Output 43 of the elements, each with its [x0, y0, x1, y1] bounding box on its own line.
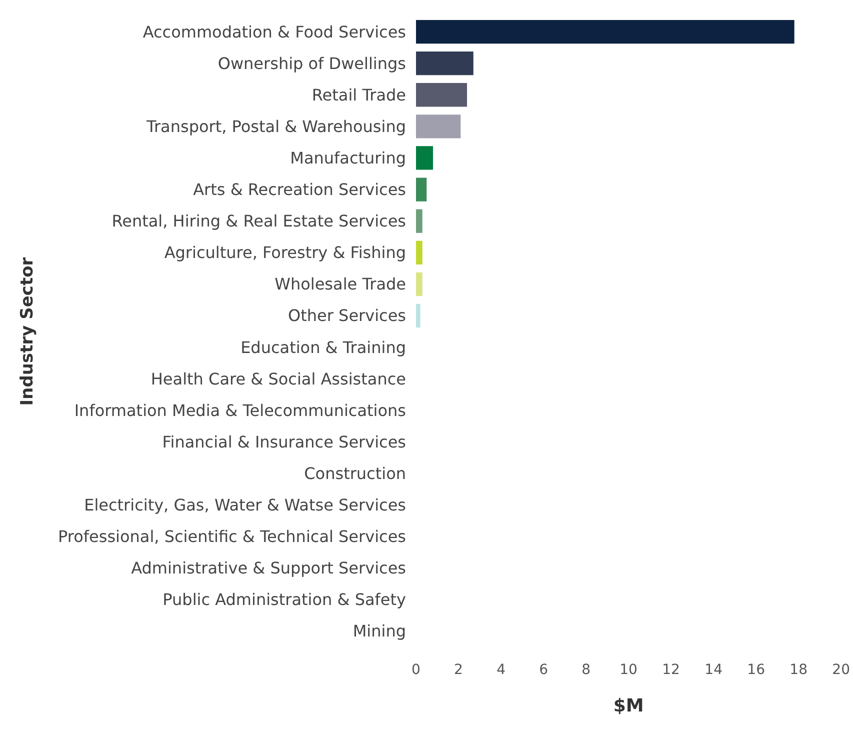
y-tick-label: Arts & Recreation Services — [193, 180, 406, 200]
x-tick-label: 18 — [790, 662, 808, 678]
y-tick-label: Accommodation & Food Services — [142, 22, 406, 42]
y-tick-label: Transport, Postal & Warehousing — [146, 116, 406, 136]
bar — [416, 240, 422, 264]
bar — [416, 178, 427, 202]
x-tick-label: 0 — [412, 662, 420, 678]
x-tick-label: 10 — [620, 662, 638, 678]
bar — [416, 272, 422, 296]
y-tick-label: Professional, Scientific & Technical Services — [58, 527, 406, 546]
bar — [416, 114, 461, 138]
y-tick-label: Electricity, Gas, Water & Watse Services — [84, 496, 406, 515]
x-tick-label: 2 — [454, 662, 463, 678]
bar — [416, 209, 422, 233]
y-axis-title: Industry Sector — [18, 256, 38, 406]
x-axis-title: $M — [613, 696, 644, 716]
x-tick-label: 14 — [704, 662, 723, 678]
y-tick-label: Retail Trade — [312, 85, 406, 104]
x-tick-label: 6 — [539, 662, 548, 678]
bar — [416, 20, 794, 44]
x-tick-label: 8 — [582, 662, 590, 678]
y-tick-label: Administrative & Support Services — [131, 558, 406, 578]
bar — [416, 304, 420, 328]
x-tick-label: 4 — [496, 662, 506, 678]
y-tick-label: Other Services — [288, 306, 406, 326]
bar — [416, 83, 468, 107]
x-tick-label: 12 — [662, 662, 680, 678]
y-tick-label: Manufacturing — [290, 148, 406, 168]
y-tick-label: Health Care & Social Assistance — [150, 369, 406, 388]
bar — [416, 51, 474, 76]
bar — [416, 146, 434, 170]
y-tick-label: Construction — [304, 464, 406, 483]
y-tick-label: Ownership of Dwellings — [218, 54, 406, 73]
x-tick-label: 20 — [832, 662, 850, 678]
x-tick-label: 16 — [747, 662, 766, 678]
y-tick-label: Education & Training — [240, 338, 406, 357]
y-tick-label: Financial & Insurance Services — [162, 432, 406, 452]
y-tick-label: Mining — [352, 622, 406, 641]
y-tick-label: Rental, Hiring & Real Estate Services — [112, 212, 406, 231]
y-tick-label: Information Media & Telecommunications — [74, 400, 406, 420]
y-tick-label: Public Administration & Safety — [162, 590, 406, 610]
y-tick-label: Agriculture, Forestry & Fishing — [164, 243, 406, 262]
y-tick-label: Wholesale Trade — [274, 274, 406, 294]
